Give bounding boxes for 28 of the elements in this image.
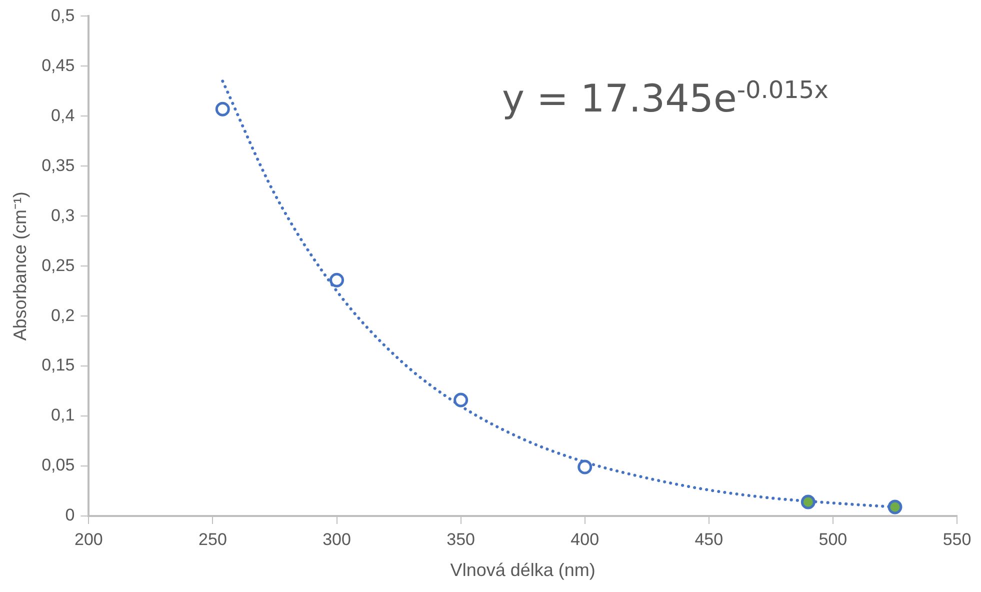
x-tick-label: 500 [818, 530, 848, 549]
y-tick-label: 0,45 [42, 56, 75, 75]
point [800, 494, 816, 510]
x-tick-label: 400 [570, 530, 600, 549]
x-tick-label: 350 [446, 530, 476, 549]
y-tick-label: 0,4 [51, 106, 75, 125]
y-tick-label: 0,5 [51, 6, 75, 25]
annotation: y = 17.345e$^{-0.015x}$ [502, 76, 828, 121]
point [888, 500, 902, 514]
y-tick-label: 0 [65, 506, 75, 525]
point [454, 392, 468, 408]
y-axis-title: Absorbance (cm⁻¹) [10, 192, 30, 341]
y-tick-label: 0,25 [42, 256, 75, 275]
y-tick-label: 0,2 [51, 306, 75, 325]
point [215, 102, 230, 116]
x-tick-label: 200 [74, 530, 103, 549]
x-tick-label: 450 [694, 530, 724, 549]
x-tick-label: 550 [942, 530, 972, 549]
x-axis-title: Vlnová délka (nm) [450, 560, 596, 580]
y-tick-label: 0,05 [42, 456, 75, 475]
y-tick-label: 0,15 [42, 356, 75, 375]
point [330, 272, 344, 288]
y-tick-label: 0,35 [42, 156, 75, 175]
point [578, 460, 592, 474]
y-tick-label: 0,1 [51, 406, 75, 425]
x-tick-label: 300 [322, 530, 351, 549]
x-tick-label: 250 [198, 530, 227, 549]
y-tick-label: 0,3 [51, 206, 75, 225]
